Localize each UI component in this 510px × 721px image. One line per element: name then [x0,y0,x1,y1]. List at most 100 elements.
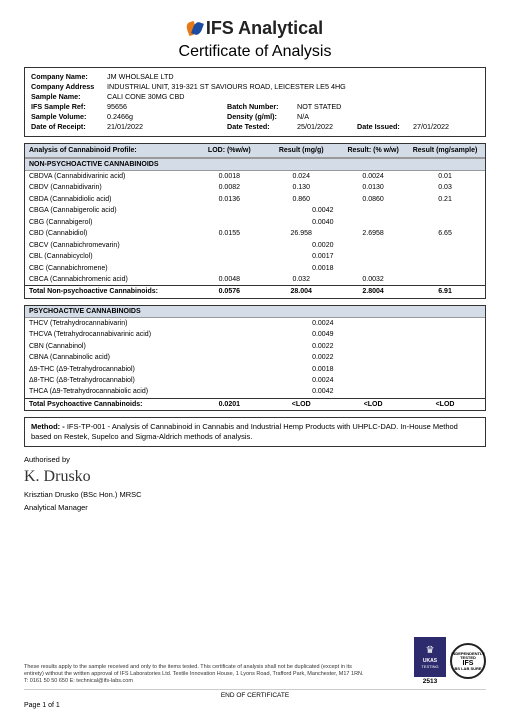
signature: K. Drusko [24,468,486,486]
label-receipt: Date of Receipt: [31,122,107,131]
col-ww: Result: (% w/w) [337,147,409,154]
cell-ww: 0.0024 [337,172,409,181]
value-issued: 27/01/2022 [413,122,479,131]
value-batch: NOT STATED [297,102,357,111]
table-row: CBDVA (Cannabidivarinic acid)0.00180.024… [25,171,485,182]
cell-lod: 0.0018 [193,172,265,181]
cell-lod: 0.0082 [193,183,265,192]
cell-lod: 0.0018 [270,365,375,374]
cell-name: CBC (Cannabichromene) [29,264,270,273]
logo-line: IFS Analytical [24,18,486,39]
table-row: CBCV (Cannabichromevarin)0.0020 [25,240,485,251]
cannabinoid-table: Analysis of Cannabinoid Profile: LOD: (%… [24,143,486,299]
label-tested: Date Tested: [227,122,297,131]
cell-mgs: 0.01 [409,172,481,181]
table-row: CBNA (Cannabinolic acid)0.0022 [25,352,485,363]
table-row: CBCA (Cannabichromenic acid)0.00480.0320… [25,274,485,285]
table-row: CBC (Cannabichromene)0.0018 [25,263,485,274]
cell-name: THCVA (Tetrahydrocannabivarinic acid) [29,330,270,339]
cell-name: CBD (Cannabidiol) [29,229,193,238]
table-row: CBDV (Cannabidivarin)0.00820.1300.01300.… [25,182,485,193]
label-company-address: Company Address [31,82,107,91]
ukas-badge-icon: ♛ UKAS TESTING [414,637,446,677]
table-row: CBN (Cannabinol)0.0022 [25,341,485,352]
cell-mgg: 0.130 [265,183,337,192]
table-row: Δ8-THC (Δ8-Tetrahydrocannabiol)0.0024 [25,375,485,386]
cell-name: CBCV (Cannabichromevarin) [29,241,270,250]
col-title: Analysis of Cannabinoid Profile: [29,147,193,154]
table-row: Δ9-THC (Δ9-Tetrahydrocannabiol)0.0018 [25,364,485,375]
table-row: THCA (Δ9-Tetrahydrocannabiolic acid)0.00… [25,386,485,397]
method-box: Method: - IFS-TP-001 - Analysis of Canna… [24,417,486,447]
accreditation-number: 2513 [414,678,446,685]
cell-lod: 0.0155 [193,229,265,238]
page-number: Page 1 of 1 [24,702,486,709]
cell-lod: 0.0042 [270,206,375,215]
value-company-address: INDUSTRIAL UNIT, 319-321 ST SAVIOURS ROA… [107,82,479,91]
col-mgs: Result (mg/sample) [409,147,481,154]
document-header: IFS Analytical Certificate of Analysis [24,18,486,61]
label-batch: Batch Number: [227,102,297,111]
value-company-name: JM WHOLSALE LTD [107,72,479,81]
accreditation-badges: ♛ UKAS TESTING 2513 INDEPENDENTLY TESTED… [414,637,486,685]
label-density: Density (g/ml): [227,112,297,121]
cell-lod: 0.0040 [270,218,375,227]
cell-mgs: 0.21 [409,195,481,204]
sample-info-box: Company Name: JM WHOLSALE LTD Company Ad… [24,67,486,137]
total-name: Total Psychoactive Cannabinoids: [29,400,193,409]
label-sample-ref: IFS Sample Ref: [31,102,107,111]
cell-name: THCA (Δ9-Tetrahydrocannabiolic acid) [29,387,270,396]
value-density: N/A [297,112,357,121]
cell-lod: 0.0022 [270,353,375,362]
cell-lod: 0.0136 [193,195,265,204]
table-row: THCVA (Tetrahydrocannabivarinic acid)0.0… [25,329,485,340]
label-company-name: Company Name: [31,72,107,81]
cell-lod: 0.0024 [270,319,375,328]
ukas-sublabel: TESTING [421,664,438,669]
auth-name: Krisztian Drusko (BSc Hon.) MRSC [24,490,486,499]
cell-name: THCV (Tetrahydrocannabivarin) [29,319,270,328]
col-lod: LOD: (%w/w) [193,147,265,154]
cell-lod: 0.0018 [270,264,375,273]
company-name: IFS Analytical [206,18,323,39]
cell-ww: 0.0860 [337,195,409,204]
table-row: CBL (Cannabicyclol)0.0017 [25,251,485,262]
value-tested: 25/01/2022 [297,122,357,131]
table-row: CBD (Cannabidiol)0.015526.9582.69586.65 [25,228,485,239]
cell-name: Δ8-THC (Δ8-Tetrahydrocannabiol) [29,376,270,385]
table-row: CBG (Cannabigerol)0.0040 [25,217,485,228]
total-lod: 0.0201 [193,400,265,409]
cell-name: CBN (Cannabinol) [29,342,270,351]
psychoactive-table: PSYCHOACTIVE CANNABINOIDS THCV (Tetrahyd… [24,305,486,412]
cell-mgg: 0.032 [265,275,337,284]
total-lod: 0.0576 [193,287,265,296]
cell-name: CBL (Cannabicyclol) [29,252,270,261]
label-sample-name: Sample Name: [31,92,107,101]
disclaimer-text: These results apply to the sample receiv… [24,664,364,685]
label-volume: Sample Volume: [31,112,107,121]
total-mgg: 28.004 [265,287,337,296]
value-sample-name: CALI CONE 30MG CBD [107,92,479,101]
cell-mgs: 0.03 [409,183,481,192]
cell-mgg: 0.024 [265,172,337,181]
value-volume: 0.2466g [107,112,227,121]
table-header-row: Analysis of Cannabinoid Profile: LOD: (%… [25,144,485,158]
cell-name: Δ9-THC (Δ9-Tetrahydrocannabiol) [29,365,270,374]
value-sample-ref: 95656 [107,102,227,111]
cell-ww: 2.6958 [337,229,409,238]
section-nonpsychoactive: NON-PSYCHOACTIVE CANNABINOIDS [25,158,485,171]
psy-total-row: Total Psychoactive Cannabinoids: 0.0201 … [25,398,485,410]
section-psychoactive: PSYCHOACTIVE CANNABINOIDS [25,306,485,318]
total-mgg: <LOD [265,400,337,409]
method-text: IFS-TP-001 - Analysis of Cannabinoid in … [31,422,458,441]
col-mgg: Result (mg/g) [265,147,337,154]
cell-lod: 0.0022 [270,342,375,351]
cell-name: CBDV (Cannabidivarin) [29,183,193,192]
footer: These results apply to the sample receiv… [24,637,486,709]
ifs-badge-icon: INDEPENDENTLY TESTED IFS BS LAB SURE [450,643,486,679]
logo-icon [187,22,202,35]
cell-name: CBGA (Cannabigerolic acid) [29,206,270,215]
table-row: CBGA (Cannabigerolic acid)0.0042 [25,205,485,216]
cell-lod: 0.0020 [270,241,375,250]
cell-name: CBDA (Cannabidiolic acid) [29,195,193,204]
